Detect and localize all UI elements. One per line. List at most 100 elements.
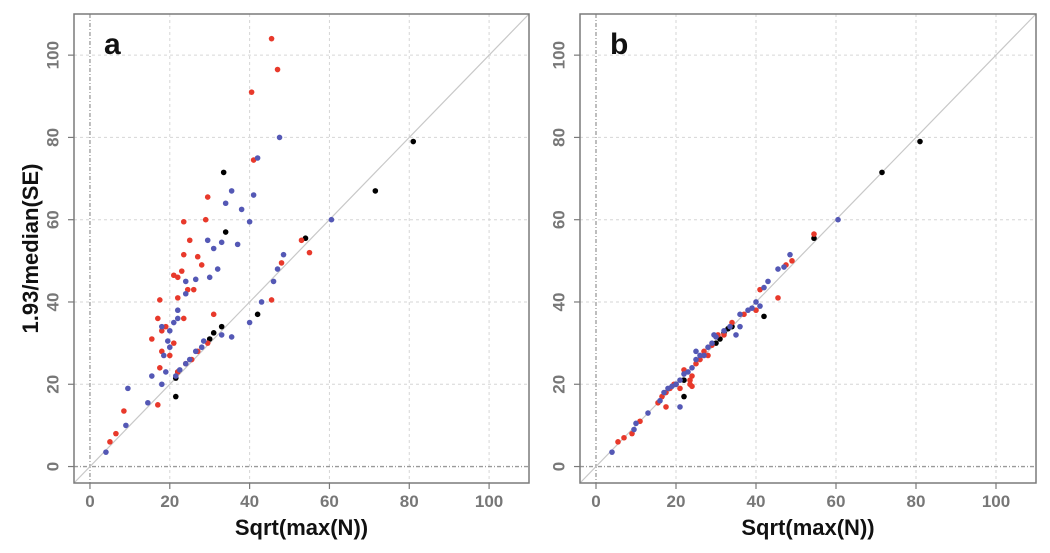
data-point [765, 278, 771, 285]
data-point [693, 356, 699, 363]
data-point [246, 218, 253, 225]
y-tick-label: 20 [43, 375, 62, 394]
data-point [218, 323, 225, 330]
data-point [681, 377, 687, 383]
data-point [186, 356, 193, 363]
data-point [615, 439, 621, 445]
y-tick-label: 80 [43, 128, 62, 147]
data-point [190, 286, 197, 293]
data-point [200, 338, 207, 344]
data-point [733, 332, 739, 338]
data-point [107, 439, 113, 445]
data-point [194, 253, 201, 260]
data-point [198, 262, 205, 268]
data-point [250, 192, 257, 198]
data-point [689, 365, 695, 371]
x-tick-label: 40 [240, 492, 259, 511]
x-tick-label: 0 [591, 492, 600, 511]
data-point [174, 295, 181, 301]
data-point [218, 239, 225, 246]
identity-line [73, 13, 530, 484]
data-point [631, 426, 637, 433]
data-point [145, 399, 151, 406]
data-point [210, 330, 217, 336]
data-point [757, 303, 763, 309]
data-point [276, 134, 283, 141]
data-point [228, 188, 235, 194]
data-point [155, 315, 161, 322]
data-point [677, 385, 683, 392]
data-point [166, 344, 173, 351]
data-point [238, 206, 245, 213]
data-point [258, 299, 265, 305]
data-point [157, 297, 163, 303]
x-tick-label: 60 [320, 492, 339, 511]
y-tick-label: 60 [43, 210, 62, 229]
plot-frame [73, 13, 530, 484]
x-axis-label: Sqrt(max(N)) [741, 515, 874, 540]
data-point [761, 284, 767, 291]
data-point [172, 393, 179, 400]
data-point [811, 231, 817, 237]
data-point [166, 327, 173, 334]
data-point [280, 251, 287, 258]
data-point [161, 352, 167, 359]
data-point [705, 344, 711, 351]
data-point [159, 327, 165, 334]
data-point [645, 410, 651, 416]
data-point [687, 377, 693, 383]
data-point [711, 332, 717, 338]
data-point [218, 332, 225, 338]
data-point [176, 367, 183, 373]
x-tick-label: 40 [747, 492, 766, 511]
data-point [737, 323, 743, 330]
data-point [182, 278, 189, 285]
x-tick-label: 20 [667, 492, 686, 511]
plot-frame [579, 13, 1037, 484]
data-point [917, 138, 923, 145]
data-point [661, 389, 667, 396]
data-point [113, 430, 119, 437]
data-point [657, 397, 663, 404]
data-point [222, 229, 229, 235]
data-point [697, 352, 703, 359]
data-point [879, 169, 885, 176]
data-point [248, 89, 255, 95]
data-point [180, 218, 187, 225]
panel-a: 0 20 40 60 80 100 0 20 40 60 80 100 Sqrt(max(N)) 1.93… [18, 13, 530, 540]
data-point [721, 327, 727, 334]
data-point [172, 373, 179, 379]
data-point [274, 266, 281, 272]
data-point [787, 251, 793, 258]
data-point [693, 360, 699, 367]
data-point [278, 260, 285, 266]
data-point [298, 237, 305, 244]
data-point [701, 352, 707, 359]
data-point [202, 216, 209, 223]
data-point [204, 194, 211, 200]
panel-label: b [610, 28, 628, 61]
data-point [149, 373, 155, 379]
data-point [761, 313, 767, 320]
data-point [234, 241, 241, 248]
data-point [270, 278, 277, 285]
data-point [182, 360, 189, 367]
data-point [775, 295, 781, 301]
data-point [222, 200, 229, 207]
y-tick-label: 40 [549, 293, 568, 312]
data-point [609, 449, 615, 455]
x-tick-label: 100 [475, 492, 503, 511]
data-point [162, 323, 169, 330]
data-point [180, 251, 187, 258]
data-point [182, 290, 189, 297]
data-point [162, 369, 169, 375]
data-point [781, 264, 787, 270]
y-tick-label: 40 [43, 293, 62, 312]
data-point [681, 393, 687, 400]
data-point [174, 315, 181, 322]
data-point [372, 188, 379, 194]
data-point [214, 266, 221, 272]
data-point [693, 348, 699, 355]
x-axis-label: Sqrt(max(N)) [235, 515, 368, 540]
